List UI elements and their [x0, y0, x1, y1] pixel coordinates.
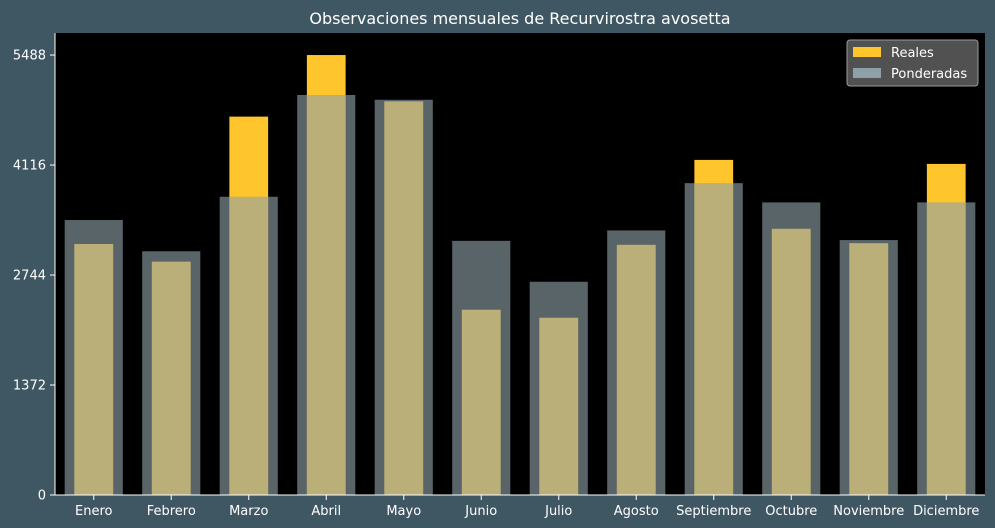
y-axis: 0 1372 2744 4116 5488 — [13, 33, 56, 504]
x-tick-label-abril: Abril — [311, 504, 341, 519]
bar-overlap-diciembre — [926, 202, 966, 496]
bar-overlap-junio — [461, 309, 501, 495]
bar-overlap-enero — [74, 244, 114, 495]
legend-label-ponderadas: Ponderadas — [891, 67, 967, 82]
bar-overlap-marzo — [229, 196, 269, 495]
legend-swatch-reales — [853, 47, 881, 57]
bar-overlap-mayo — [384, 101, 424, 496]
x-tick-label-febrero: Febrero — [147, 504, 196, 519]
chart-title: Observaciones mensuales de Recurvirostra… — [309, 9, 730, 28]
x-tick-label-septiembre: Septiembre — [676, 504, 751, 519]
x-tick-label-julio: Julio — [544, 504, 572, 519]
bar-overlap-noviembre — [849, 243, 889, 495]
x-tick-label-enero: Enero — [75, 504, 113, 519]
x-tick-label-marzo: Marzo — [229, 504, 268, 519]
x-tick-label-octubre: Octubre — [765, 504, 817, 519]
bar-overlap-febrero — [151, 261, 191, 495]
bar-overlap-agosto — [616, 244, 656, 495]
x-tick-label-diciembre: Diciembre — [913, 504, 979, 519]
y-tick-label: 5488 — [13, 49, 46, 64]
y-tick-label: 4116 — [13, 159, 46, 174]
bar-overlap-julio — [539, 317, 579, 495]
legend-label-reales: Reales — [891, 46, 934, 61]
bar-overlap-septiembre — [694, 183, 734, 495]
x-axis: Enero Febrero Marzo Abril Mayo Junio Julio Agos… — [55, 494, 985, 519]
series-reales — [74, 55, 966, 496]
legend-swatch-ponderadas — [853, 68, 881, 78]
x-tick-label-junio: Junio — [464, 504, 497, 519]
x-tick-label-noviembre: Noviembre — [833, 504, 904, 519]
y-tick-label: 1372 — [13, 379, 46, 394]
legend: Reales Ponderadas — [846, 39, 979, 87]
bar-overlap-abril — [306, 94, 346, 496]
x-tick-label-mayo: Mayo — [386, 504, 421, 519]
x-tick-label-agosto: Agosto — [614, 504, 659, 519]
bar-overlap-octubre — [771, 228, 811, 495]
y-tick-label: 2744 — [13, 269, 46, 284]
plot-area — [55, 33, 985, 495]
y-tick-label: 0 — [38, 489, 46, 504]
